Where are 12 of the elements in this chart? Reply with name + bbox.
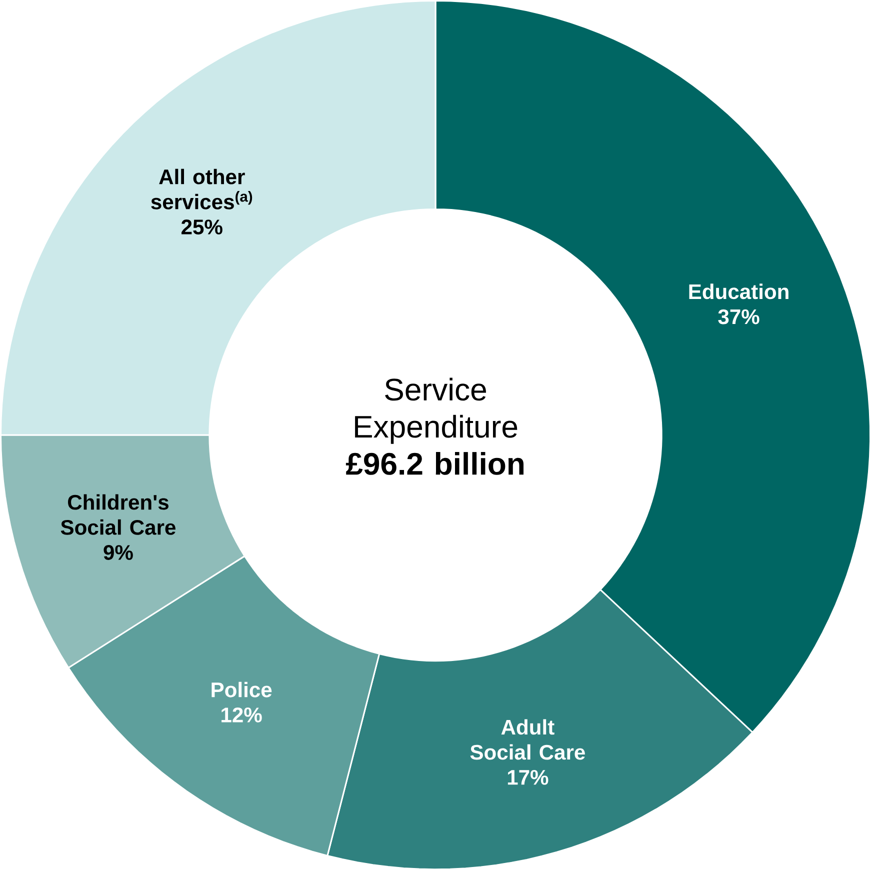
slice-label: Children's Social Care — [60, 494, 176, 535]
slice-label: Education — [689, 284, 788, 300]
data-label: 17% — [508, 770, 548, 785]
data-label: 25% — [182, 220, 222, 234]
data-label: 9% — [104, 544, 133, 560]
slice-label: All other services$^{(a)}$ — [151, 168, 252, 210]
slice-label: Police — [212, 682, 272, 698]
data-label: 37% — [718, 309, 760, 324]
text: £96.2 billion — [346, 452, 524, 475]
data-label: 12% — [222, 707, 262, 722]
slice-label: Adult Social Care — [470, 719, 585, 760]
text: Service Expenditure — [355, 378, 518, 444]
